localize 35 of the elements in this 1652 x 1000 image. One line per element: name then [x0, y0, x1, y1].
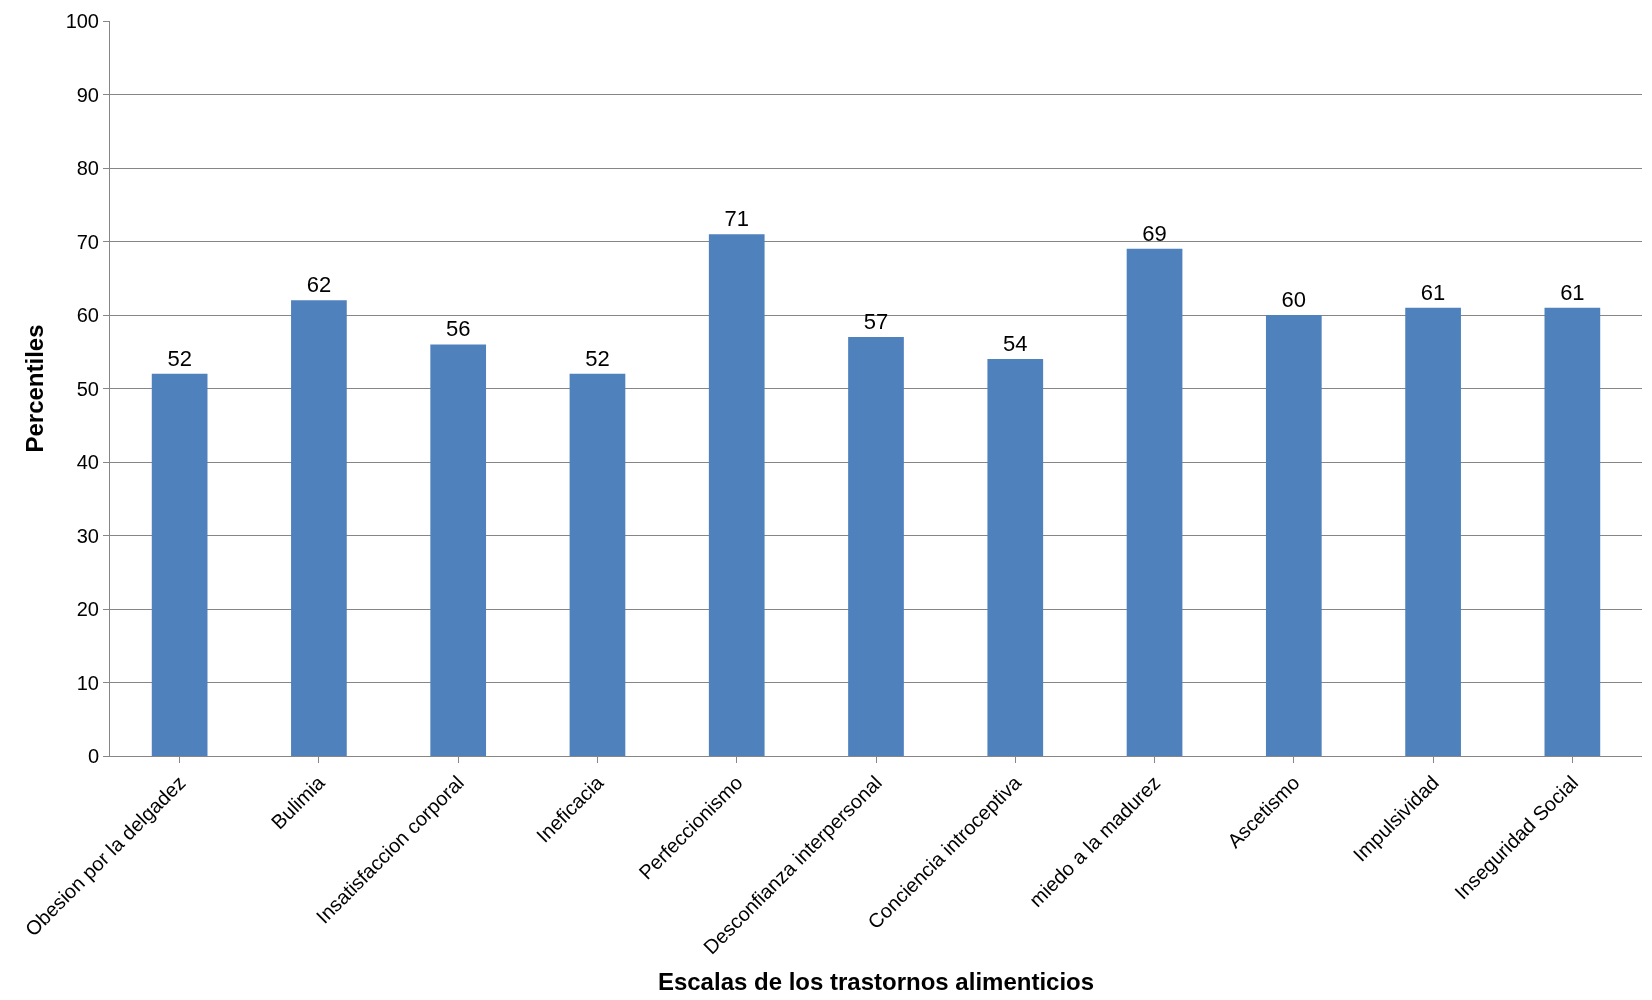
- bar: [1126, 248, 1183, 756]
- data-label: 56: [445, 316, 471, 342]
- bar: [1544, 307, 1601, 756]
- y-tick-label: 100: [65, 10, 99, 32]
- y-axis-title: Percentiles: [20, 324, 48, 453]
- bar: [430, 344, 487, 756]
- data-label: 61: [1560, 279, 1585, 305]
- y-tick-label: 40: [76, 451, 99, 473]
- bar: [708, 234, 765, 756]
- y-tick-label: 20: [76, 598, 99, 620]
- y-tick-label: 0: [87, 745, 99, 767]
- data-label: 54: [1003, 331, 1028, 357]
- data-label: 60: [1281, 287, 1307, 312]
- data-label: 57: [863, 309, 889, 335]
- y-tick-label: 60: [76, 304, 99, 326]
- data-label: 62: [306, 272, 332, 298]
- bar: [848, 337, 904, 756]
- data-label: 71: [724, 206, 749, 232]
- bar: [291, 300, 347, 756]
- bar: [569, 373, 626, 756]
- data-label: 52: [585, 345, 610, 371]
- y-tick-label: 30: [76, 524, 99, 547]
- y-tick-label: 50: [76, 377, 99, 400]
- bar: [987, 359, 1044, 756]
- x-axis-title: Escalas de los trastornos alimenticios: [657, 967, 1095, 995]
- bar: [1405, 307, 1461, 756]
- y-tick-label: 90: [76, 83, 99, 106]
- data-label: 52: [167, 345, 192, 371]
- y-tick-label: 70: [76, 230, 99, 253]
- bar: [151, 373, 208, 756]
- data-label: 69: [1142, 220, 1167, 246]
- y-tick-label: 10: [76, 671, 99, 694]
- data-label: 61: [1420, 279, 1446, 305]
- bar: [1265, 315, 1322, 756]
- y-tick-label: 80: [76, 157, 99, 179]
